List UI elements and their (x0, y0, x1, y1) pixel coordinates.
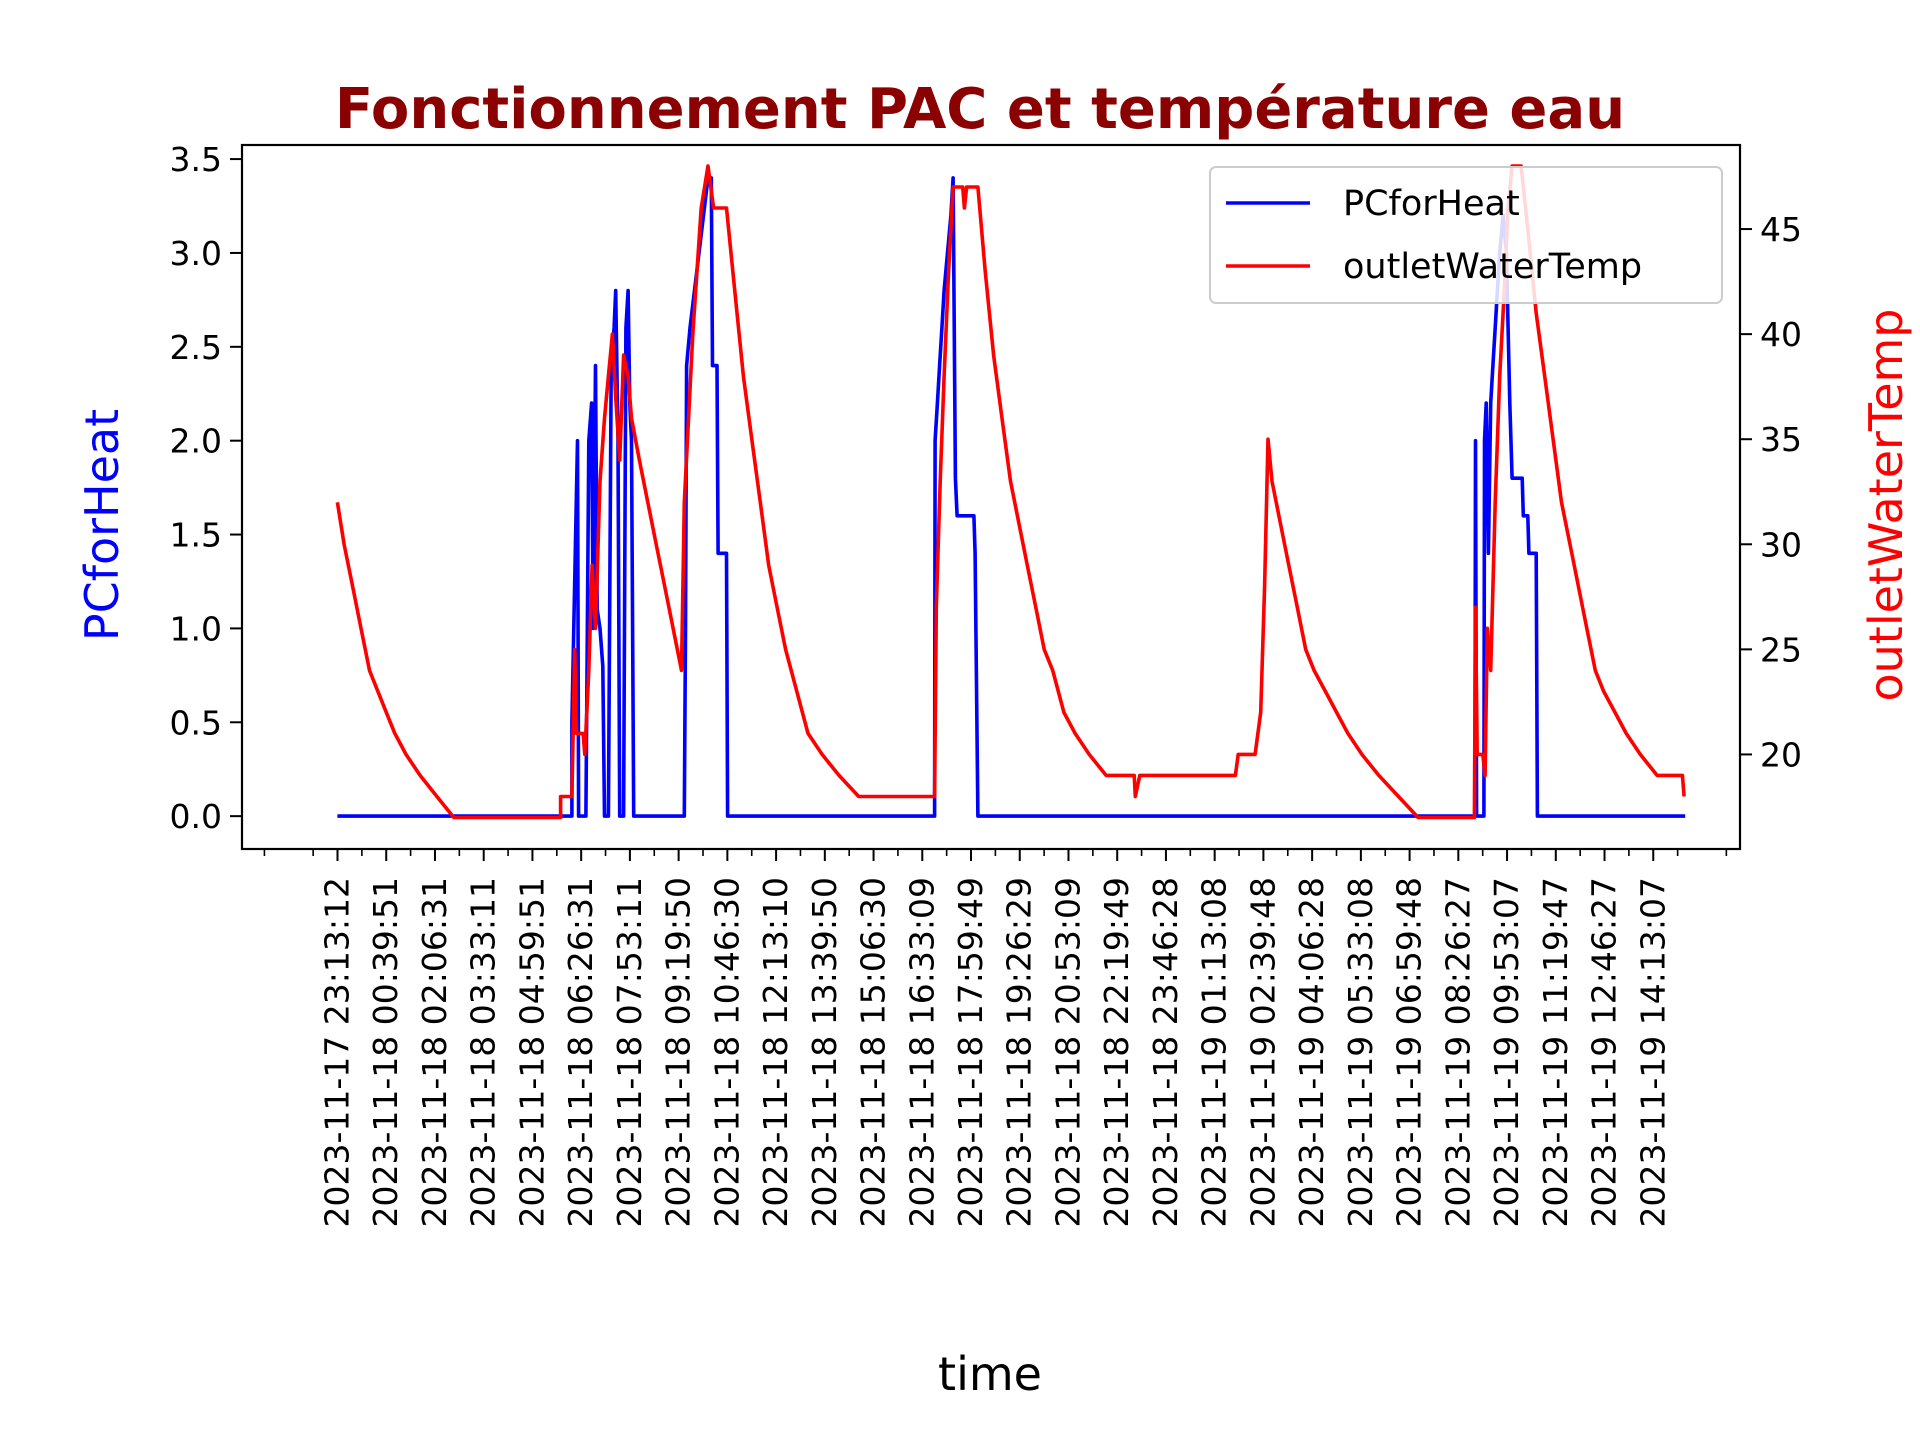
x-tick-label-0: 2023-11-17 23:13:12 (318, 877, 357, 1227)
y-tick-label-left-4: 2.0 (170, 422, 222, 461)
x-tick-label-15: 2023-11-18 20:53:09 (1048, 877, 1087, 1227)
x-tick-label-1: 2023-11-18 00:39:51 (366, 877, 405, 1227)
y-tick-label-right-1: 25 (1760, 630, 1802, 669)
y-tick-label-right-3: 35 (1760, 420, 1802, 459)
x-tick-label-12: 2023-11-18 16:33:09 (902, 877, 941, 1227)
y-tick-label-left-2: 1.0 (170, 609, 222, 648)
x-tick-label-8: 2023-11-18 10:46:30 (707, 877, 746, 1227)
x-tick-label-18: 2023-11-19 01:13:08 (1195, 877, 1234, 1227)
y-tick-label-left-7: 3.5 (170, 140, 222, 179)
legend-label-PCforHeat: PCforHeat (1343, 184, 1520, 224)
x-tick-label-9: 2023-11-18 12:13:10 (756, 877, 795, 1227)
x-tick-label-21: 2023-11-19 05:33:08 (1341, 877, 1380, 1227)
x-tick-label-3: 2023-11-18 03:33:11 (464, 877, 503, 1227)
x-tick-label-27: 2023-11-19 14:13:07 (1633, 877, 1672, 1227)
x-tick-label-7: 2023-11-18 09:19:50 (659, 877, 698, 1227)
x-tick-label-2: 2023-11-18 02:06:31 (415, 877, 454, 1227)
series-line-outletWaterTemp (335, 164, 1686, 820)
x-tick-label-26: 2023-11-19 12:46:27 (1585, 877, 1624, 1227)
plot-frame (240, 143, 1742, 851)
x-tick-label-6: 2023-11-18 07:53:11 (610, 877, 649, 1227)
x-tick-label-14: 2023-11-18 19:26:29 (1000, 877, 1039, 1227)
y-tick-label-left-3: 1.5 (170, 516, 222, 555)
x-tick-label-16: 2023-11-18 22:19:49 (1097, 877, 1136, 1227)
x-tick-label-24: 2023-11-19 09:53:07 (1487, 877, 1526, 1227)
plot-area: 0.0 0.5 1.0 1.5 2.0 2.5 3.0 3.5 20 25 30 35 40 45 2023… (170, 140, 1802, 1227)
x-tick-label-22: 2023-11-19 06:59:48 (1390, 877, 1429, 1227)
y-tick-label-left-6: 3.0 (170, 234, 222, 273)
x-tick-label-23: 2023-11-19 08:26:27 (1438, 877, 1477, 1227)
y-tick-label-right-0: 20 (1760, 735, 1802, 774)
y-axis-label-left: PCforHeat (75, 409, 129, 641)
x-tick-label-5: 2023-11-18 06:26:31 (561, 877, 600, 1227)
y-tick-label-left-1: 0.5 (170, 703, 222, 742)
x-tick-label-4: 2023-11-18 04:59:51 (512, 877, 551, 1227)
x-tick-label-10: 2023-11-18 13:39:50 (805, 877, 844, 1227)
series-line-PCforHeat (337, 176, 1686, 818)
x-axis-label: time (938, 1347, 1042, 1401)
y-tick-label-left-5: 2.5 (170, 328, 222, 367)
legend-box (1209, 166, 1723, 304)
x-tick-label-11: 2023-11-18 15:06:30 (854, 877, 893, 1227)
y-tick-label-right-2: 30 (1760, 525, 1802, 564)
legend-label-outletWaterTemp: outletWaterTemp (1343, 247, 1642, 287)
x-tick-label-25: 2023-11-19 11:19:47 (1536, 877, 1575, 1227)
y-tick-label-right-5: 45 (1760, 210, 1802, 249)
x-tick-label-20: 2023-11-19 04:06:28 (1292, 877, 1331, 1227)
y-tick-label-left-0: 0.0 (170, 797, 222, 836)
chart-title: Fonctionnement PAC et température eau (335, 77, 1625, 142)
x-tick-label-17: 2023-11-18 23:46:28 (1146, 877, 1185, 1227)
x-tick-label-19: 2023-11-19 02:39:48 (1243, 877, 1282, 1227)
y-tick-label-right-4: 40 (1760, 315, 1802, 354)
y-axis-label-right: outletWaterTemp (1859, 308, 1913, 701)
x-tick-label-13: 2023-11-18 17:59:49 (951, 877, 990, 1227)
